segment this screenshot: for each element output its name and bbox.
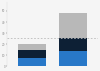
Bar (18, 58, 46, 66)
Bar (58, 13, 87, 38)
Bar (58, 38, 87, 51)
Bar (18, 44, 46, 50)
Bar (58, 51, 87, 66)
Bar (18, 50, 46, 58)
